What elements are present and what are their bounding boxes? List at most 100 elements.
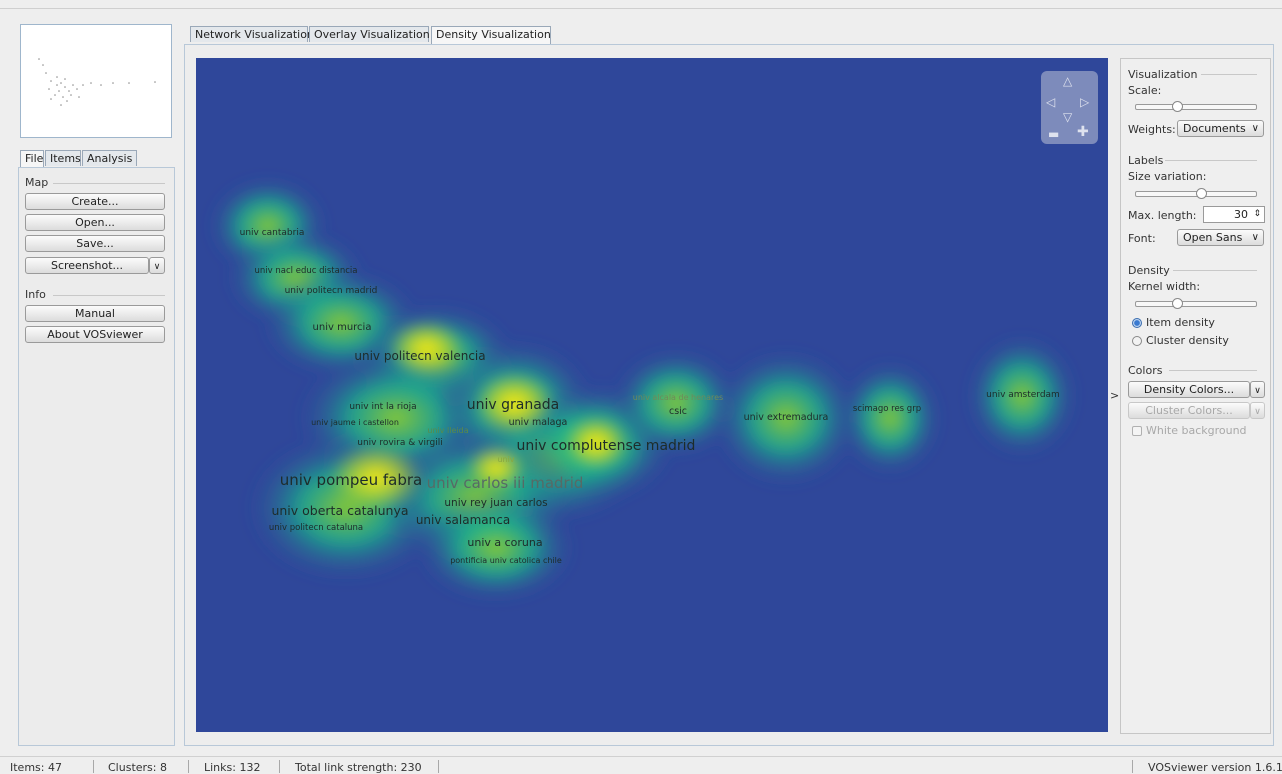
map-label[interactable]: univ alcala de henares xyxy=(633,393,723,402)
kernel-width-slider[interactable] xyxy=(1135,298,1257,309)
font-label: Font: xyxy=(1128,232,1156,245)
map-label[interactable]: univ murcia xyxy=(313,322,372,333)
pan-up-icon[interactable]: △ xyxy=(1063,74,1073,88)
chevron-down-icon: ∨ xyxy=(1254,407,1261,417)
max-length-label: Max. length: xyxy=(1128,209,1197,222)
visualization-section-title: Visualization xyxy=(1128,68,1198,81)
cluster-density-radio[interactable] xyxy=(1132,336,1142,346)
map-label[interactable]: univ lleida xyxy=(427,426,468,435)
tab-density-visualization[interactable]: Density Visualization xyxy=(431,26,551,44)
map-label[interactable]: pontificia univ catolica chile xyxy=(450,556,562,565)
tab-network-visualization[interactable]: Network Visualization xyxy=(190,26,314,42)
size-variation-label: Size variation: xyxy=(1128,170,1207,183)
map-label[interactable]: univ jaume i castellon xyxy=(311,418,399,427)
white-background-checkbox[interactable] xyxy=(1132,426,1142,436)
density-colors-button[interactable]: Density Colors... xyxy=(1128,381,1250,398)
screenshot-button[interactable]: Screenshot... xyxy=(25,257,149,274)
weights-select[interactable]: Documents ∨ xyxy=(1177,120,1264,137)
max-length-value: 30 xyxy=(1234,208,1248,221)
tab-items[interactable]: Items xyxy=(45,150,81,166)
map-label[interactable]: univ nacl educ distancia xyxy=(255,266,358,276)
map-section-title: Map xyxy=(25,176,49,189)
map-label[interactable]: scimago res grp xyxy=(853,404,921,414)
map-label[interactable]: univ carlos iii madrid xyxy=(427,474,584,492)
cluster-colors-button[interactable]: Cluster Colors... xyxy=(1128,402,1250,419)
map-label[interactable]: univ malaga xyxy=(509,417,568,428)
font-select[interactable]: Open Sans ∨ xyxy=(1177,229,1264,246)
map-label[interactable]: univ granada xyxy=(467,397,560,413)
density-map[interactable]: univ cantabria univ nacl educ distancia … xyxy=(196,58,1108,732)
map-label[interactable]: univ pompeu fabra xyxy=(280,471,423,489)
map-label[interactable]: csic xyxy=(669,406,687,417)
map-label[interactable]: univ amsterdam xyxy=(986,390,1060,400)
file-panel: Map Create... Open... Save... Screenshot… xyxy=(18,167,175,746)
about-button[interactable]: About VOSviewer xyxy=(25,326,165,343)
overview-dots xyxy=(38,58,156,106)
collapse-panel-arrow[interactable]: > xyxy=(1110,389,1120,402)
map-label[interactable]: univ politecn cataluna xyxy=(269,523,363,533)
status-clusters-count: Clusters: 8 xyxy=(108,761,167,774)
pan-down-icon[interactable]: ▽ xyxy=(1063,110,1073,124)
map-labels: univ cantabria univ nacl educ distancia … xyxy=(240,228,1060,565)
chevron-down-icon: ∨ xyxy=(153,262,161,272)
weights-label: Weights: xyxy=(1128,123,1176,136)
chevron-down-icon: ∨ xyxy=(1254,386,1261,396)
kernel-width-slider-knob[interactable] xyxy=(1172,298,1183,309)
map-label[interactable]: univ rovira & virgili xyxy=(357,438,442,448)
density-colors-dropdown[interactable]: ∨ xyxy=(1250,381,1265,398)
section-divider xyxy=(53,295,165,296)
map-label[interactable]: univ extremadura xyxy=(744,412,829,423)
section-divider xyxy=(1201,74,1257,75)
item-density-label: Item density xyxy=(1146,316,1215,329)
status-items-count: Items: 47 xyxy=(10,761,62,774)
map-label[interactable]: univ a coruna xyxy=(467,536,542,549)
item-density-radio[interactable] xyxy=(1132,318,1142,328)
map-overview-thumbnail[interactable] xyxy=(20,24,172,138)
tab-overlay-visualization[interactable]: Overlay Visualization xyxy=(309,26,430,42)
save-button[interactable]: Save... xyxy=(25,235,165,252)
font-select-value: Open Sans xyxy=(1183,231,1243,244)
status-links-count: Links: 132 xyxy=(204,761,261,774)
white-background-label: White background xyxy=(1146,424,1247,437)
manual-button[interactable]: Manual xyxy=(25,305,165,322)
density-map-canvas[interactable]: univ cantabria univ nacl educ distancia … xyxy=(196,58,1108,732)
spinner-arrows-icon[interactable]: ⇕ xyxy=(1253,209,1261,219)
cluster-density-label: Cluster density xyxy=(1146,334,1229,347)
status-version: VOSviewer version 1.6.13 xyxy=(1148,761,1282,774)
pan-right-icon[interactable]: ▷ xyxy=(1080,95,1090,109)
map-label[interactable]: univ xyxy=(497,455,514,464)
options-panel: Visualization Scale: Weights: Documents ∨… xyxy=(1120,58,1271,734)
chevron-down-icon: ∨ xyxy=(1251,232,1259,243)
scale-label: Scale: xyxy=(1128,84,1162,97)
colors-section-title: Colors xyxy=(1128,364,1163,377)
info-section-title: Info xyxy=(25,288,46,301)
map-label[interactable]: univ oberta catalunya xyxy=(271,503,408,518)
cluster-colors-dropdown[interactable]: ∨ xyxy=(1250,402,1265,419)
scale-slider-knob[interactable] xyxy=(1172,101,1183,112)
section-divider xyxy=(1173,270,1257,271)
size-variation-slider-knob[interactable] xyxy=(1196,188,1207,199)
screenshot-dropdown-button[interactable]: ∨ xyxy=(149,257,165,274)
map-label[interactable]: univ salamanca xyxy=(416,513,510,527)
map-navigation-control: △ ◁ ▷ ▽ ▬ ✚ xyxy=(1041,71,1098,144)
map-label[interactable]: univ politecn madrid xyxy=(285,286,378,296)
map-label[interactable]: univ cantabria xyxy=(240,228,305,238)
size-variation-slider[interactable] xyxy=(1135,188,1257,199)
map-label[interactable]: univ politecn valencia xyxy=(354,349,485,363)
density-heat-layer xyxy=(208,176,1078,603)
open-button[interactable]: Open... xyxy=(25,214,165,231)
map-label[interactable]: univ complutense madrid xyxy=(517,438,696,454)
map-label[interactable]: univ int la rioja xyxy=(349,402,416,412)
tab-file[interactable]: File xyxy=(20,150,44,168)
section-divider xyxy=(53,183,165,184)
density-section-title: Density xyxy=(1128,264,1170,277)
scale-slider[interactable] xyxy=(1135,101,1257,112)
labels-section-title: Labels xyxy=(1128,154,1164,167)
map-label[interactable]: univ rey juan carlos xyxy=(444,497,547,509)
create-button[interactable]: Create... xyxy=(25,193,165,210)
pan-left-icon[interactable]: ◁ xyxy=(1046,95,1056,109)
max-length-spinner[interactable]: 30 ⇕ xyxy=(1203,206,1265,223)
zoom-in-icon[interactable]: ✚ xyxy=(1077,124,1089,140)
tab-analysis[interactable]: Analysis xyxy=(82,150,137,166)
zoom-out-icon[interactable]: ▬ xyxy=(1048,127,1060,141)
